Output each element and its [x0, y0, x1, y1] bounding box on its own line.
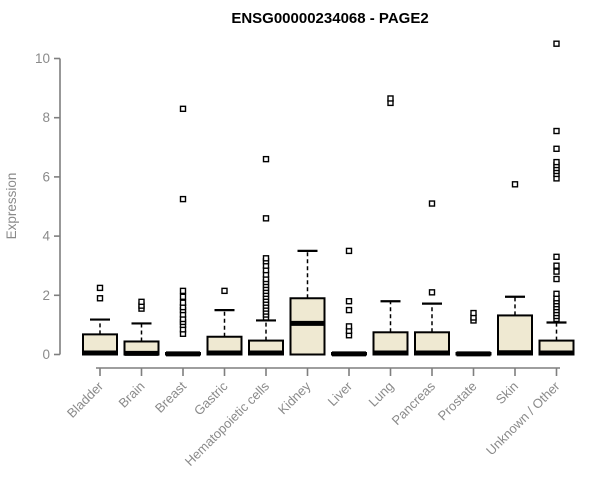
outlier-breast: [179, 299, 187, 306]
x-tick-label-gastric: Gastric: [191, 378, 231, 418]
box-kidney: [289, 297, 326, 356]
outlier-unknown-other: [553, 262, 560, 269]
outlier-liver: [345, 247, 353, 255]
outlier-bladder: [96, 295, 104, 302]
outlier-breast: [179, 293, 187, 300]
outlier-pancreas: [428, 200, 436, 207]
y-tick-label: 0: [42, 347, 50, 362]
box-skin: [497, 314, 533, 356]
outlier-pancreas: [428, 289, 436, 296]
x-tick-label-bladder: Bladder: [64, 378, 107, 421]
outlier-breast: [179, 195, 187, 203]
chart-title: ENSG00000234068 - PAGE2: [231, 10, 428, 27]
y-tick-label: 10: [35, 51, 50, 66]
x-tick-label-prostate: Prostate: [435, 379, 480, 424]
x-tick-label-lung: Lung: [366, 379, 397, 410]
outlier-hematopoietic-cells: [262, 255, 270, 262]
x-tick-label-liver: Liver: [325, 378, 356, 409]
outlier-lung: [387, 95, 394, 102]
y-tick-label: 2: [42, 288, 50, 303]
x-tick-label-unknown-other: Unknown / Other: [483, 378, 563, 458]
outlier-unknown-other: [553, 290, 560, 298]
x-tick-label-kidney: Kidney: [275, 378, 314, 417]
x-tick-label-brain: Brain: [116, 379, 148, 411]
outlier-hematopoietic-cells: [262, 215, 270, 222]
outlier-prostate: [470, 309, 477, 317]
y-axis-title: Expression: [4, 173, 19, 240]
outlier-gastric: [221, 287, 228, 295]
y-tick-label: 8: [42, 110, 50, 125]
outlier-breast: [179, 105, 187, 113]
outlier-unknown-other: [553, 127, 560, 135]
outlier-unknown-other: [553, 268, 560, 275]
x-tick-label-pancreas: Pancreas: [389, 378, 439, 428]
outlier-skin: [511, 181, 519, 188]
outlier-unknown-other: [553, 145, 560, 152]
outlier-unknown-other: [553, 253, 560, 261]
y-tick-label: 6: [42, 169, 50, 184]
outlier-unknown-other: [553, 275, 560, 283]
outlier-breast: [179, 287, 187, 295]
outlier-unknown-other: [553, 158, 560, 166]
y-tick-label: 4: [42, 229, 50, 244]
outlier-unknown-other: [553, 40, 560, 47]
outlier-hematopoietic-cells: [262, 155, 270, 163]
x-tick-label-skin: Skin: [493, 379, 521, 407]
outlier-brain: [138, 298, 145, 306]
outlier-liver: [345, 323, 353, 330]
outlier-liver: [345, 306, 353, 314]
x-tick-label-breast: Breast: [152, 378, 189, 415]
outlier-liver: [345, 298, 353, 305]
outlier-bladder: [96, 284, 104, 292]
